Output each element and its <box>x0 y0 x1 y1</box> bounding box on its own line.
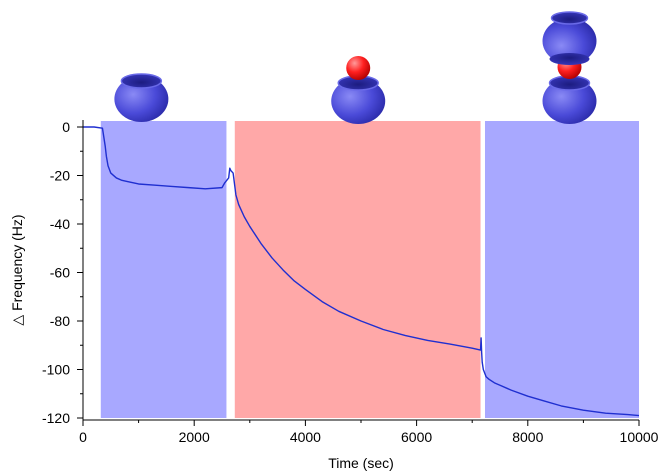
y-tick-label: -60 <box>50 265 70 281</box>
x-tick-label: 8000 <box>512 429 543 445</box>
y-tick-label: -40 <box>50 216 70 232</box>
shaded-regions <box>100 121 639 418</box>
y-tick-label: -80 <box>50 313 70 329</box>
annotation-icons <box>114 11 597 124</box>
y-tick-label: -120 <box>42 410 70 426</box>
x-tick-label: 6000 <box>401 429 432 445</box>
ring-with-ball-icon <box>331 56 386 124</box>
x-tick-label: 0 <box>79 429 87 445</box>
x-tick-label: 4000 <box>290 429 321 445</box>
stacked-rings-with-ball-icon <box>542 11 597 124</box>
series-line-1 <box>83 126 639 417</box>
x-axis-title: Time (sec) <box>328 455 394 471</box>
x-ticks: 0 2000 4000 6000 8000 10000 <box>79 420 659 445</box>
ring-icon <box>114 73 169 122</box>
y-tick-label: -20 <box>50 168 70 184</box>
series-group <box>83 126 639 417</box>
y-axis-title: △ Frequency (Hz) <box>9 214 25 325</box>
shaded-region-1 <box>100 121 227 418</box>
y-ticks: 0 -20 -40 -60 -80 -100 -120 <box>42 119 83 426</box>
y-tick-label: -100 <box>42 362 70 378</box>
x-tick-label: 10000 <box>620 429 659 445</box>
shaded-region-2 <box>234 121 481 418</box>
shaded-region-3 <box>484 121 639 418</box>
y-tick-label: 0 <box>62 119 70 135</box>
x-tick-label: 2000 <box>179 429 210 445</box>
